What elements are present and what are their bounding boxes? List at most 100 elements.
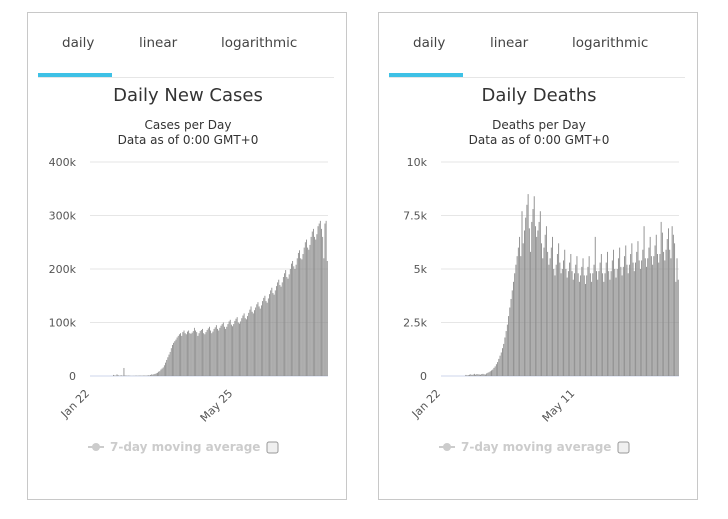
bar xyxy=(589,273,591,376)
bar xyxy=(632,262,634,376)
bar xyxy=(502,348,503,376)
cases-tabs: daily linear logarithmic xyxy=(38,27,334,78)
tab-linear[interactable]: linear xyxy=(490,35,529,51)
bar xyxy=(465,374,467,376)
bar xyxy=(168,354,170,376)
bar xyxy=(296,258,298,376)
bar xyxy=(199,331,201,376)
bar xyxy=(533,196,535,376)
bar xyxy=(499,355,501,376)
y-tick-label: 7.5k xyxy=(403,210,427,223)
bar xyxy=(537,230,539,376)
bar xyxy=(659,254,661,376)
bar xyxy=(545,226,547,376)
bar xyxy=(257,302,259,376)
tab-daily[interactable]: daily xyxy=(413,35,446,51)
bar xyxy=(289,269,291,376)
bar xyxy=(306,239,307,376)
bar xyxy=(153,374,155,376)
bar xyxy=(594,236,596,376)
bar xyxy=(160,369,162,376)
bar xyxy=(285,270,287,376)
bar xyxy=(525,217,527,376)
bar xyxy=(159,371,161,376)
bar xyxy=(617,258,619,376)
bar xyxy=(247,316,248,376)
bar xyxy=(621,275,623,376)
bar xyxy=(670,258,672,376)
bar xyxy=(185,334,187,376)
bar xyxy=(239,323,240,376)
bar xyxy=(182,332,184,376)
bar xyxy=(542,258,544,376)
bar xyxy=(547,251,549,376)
bar xyxy=(628,264,630,376)
bar xyxy=(563,260,564,376)
bar xyxy=(473,373,475,376)
bar xyxy=(514,273,516,376)
legend-label: 7-day moving average xyxy=(110,440,260,454)
bar xyxy=(241,318,243,376)
bar xyxy=(585,283,586,376)
bar xyxy=(308,249,310,376)
bar xyxy=(277,282,279,377)
bar xyxy=(675,281,677,376)
bar xyxy=(174,341,176,376)
bar xyxy=(262,301,264,376)
bar xyxy=(312,228,314,377)
bar xyxy=(206,329,208,376)
bar xyxy=(233,324,235,376)
bar xyxy=(581,266,583,376)
chart-title: Daily Deaths xyxy=(481,85,596,106)
bar xyxy=(509,307,511,376)
bar xyxy=(567,271,569,376)
bar xyxy=(293,266,295,376)
bar xyxy=(200,329,202,376)
tab-linear[interactable]: linear xyxy=(139,35,178,51)
bar xyxy=(541,243,542,376)
bar xyxy=(470,374,472,376)
bar xyxy=(521,211,523,376)
bar xyxy=(271,287,273,376)
bar xyxy=(630,254,632,376)
bar xyxy=(602,273,604,376)
bar xyxy=(162,367,164,376)
bar xyxy=(251,311,253,376)
bar xyxy=(202,328,203,376)
bar xyxy=(650,256,652,376)
bar xyxy=(488,372,490,376)
bar xyxy=(480,374,481,376)
bar xyxy=(516,256,518,376)
legend-checkbox[interactable] xyxy=(617,441,630,454)
bar xyxy=(494,366,496,376)
bar xyxy=(117,375,119,376)
bar xyxy=(324,223,326,376)
bar xyxy=(211,333,213,376)
bar xyxy=(242,315,244,376)
bar xyxy=(176,337,178,376)
bar xyxy=(310,236,312,376)
bar xyxy=(272,293,274,376)
bar xyxy=(586,275,588,376)
bar xyxy=(663,251,665,376)
legend-checkbox[interactable] xyxy=(266,441,279,454)
bar xyxy=(598,271,600,376)
tab-daily[interactable]: daily xyxy=(62,35,95,51)
bar xyxy=(180,333,181,376)
bar xyxy=(303,247,305,376)
bar xyxy=(637,241,639,376)
bar xyxy=(561,269,563,376)
bar xyxy=(588,256,590,376)
bar xyxy=(566,277,568,376)
tab-logarithmic[interactable]: logarithmic xyxy=(572,35,649,51)
tab-logarithmic[interactable]: logarithmic xyxy=(221,35,298,51)
bar xyxy=(539,211,541,376)
bar xyxy=(124,375,126,376)
bar xyxy=(307,247,309,376)
bar xyxy=(641,260,643,376)
bar xyxy=(599,262,601,376)
bar xyxy=(190,333,192,377)
bar xyxy=(297,252,299,376)
